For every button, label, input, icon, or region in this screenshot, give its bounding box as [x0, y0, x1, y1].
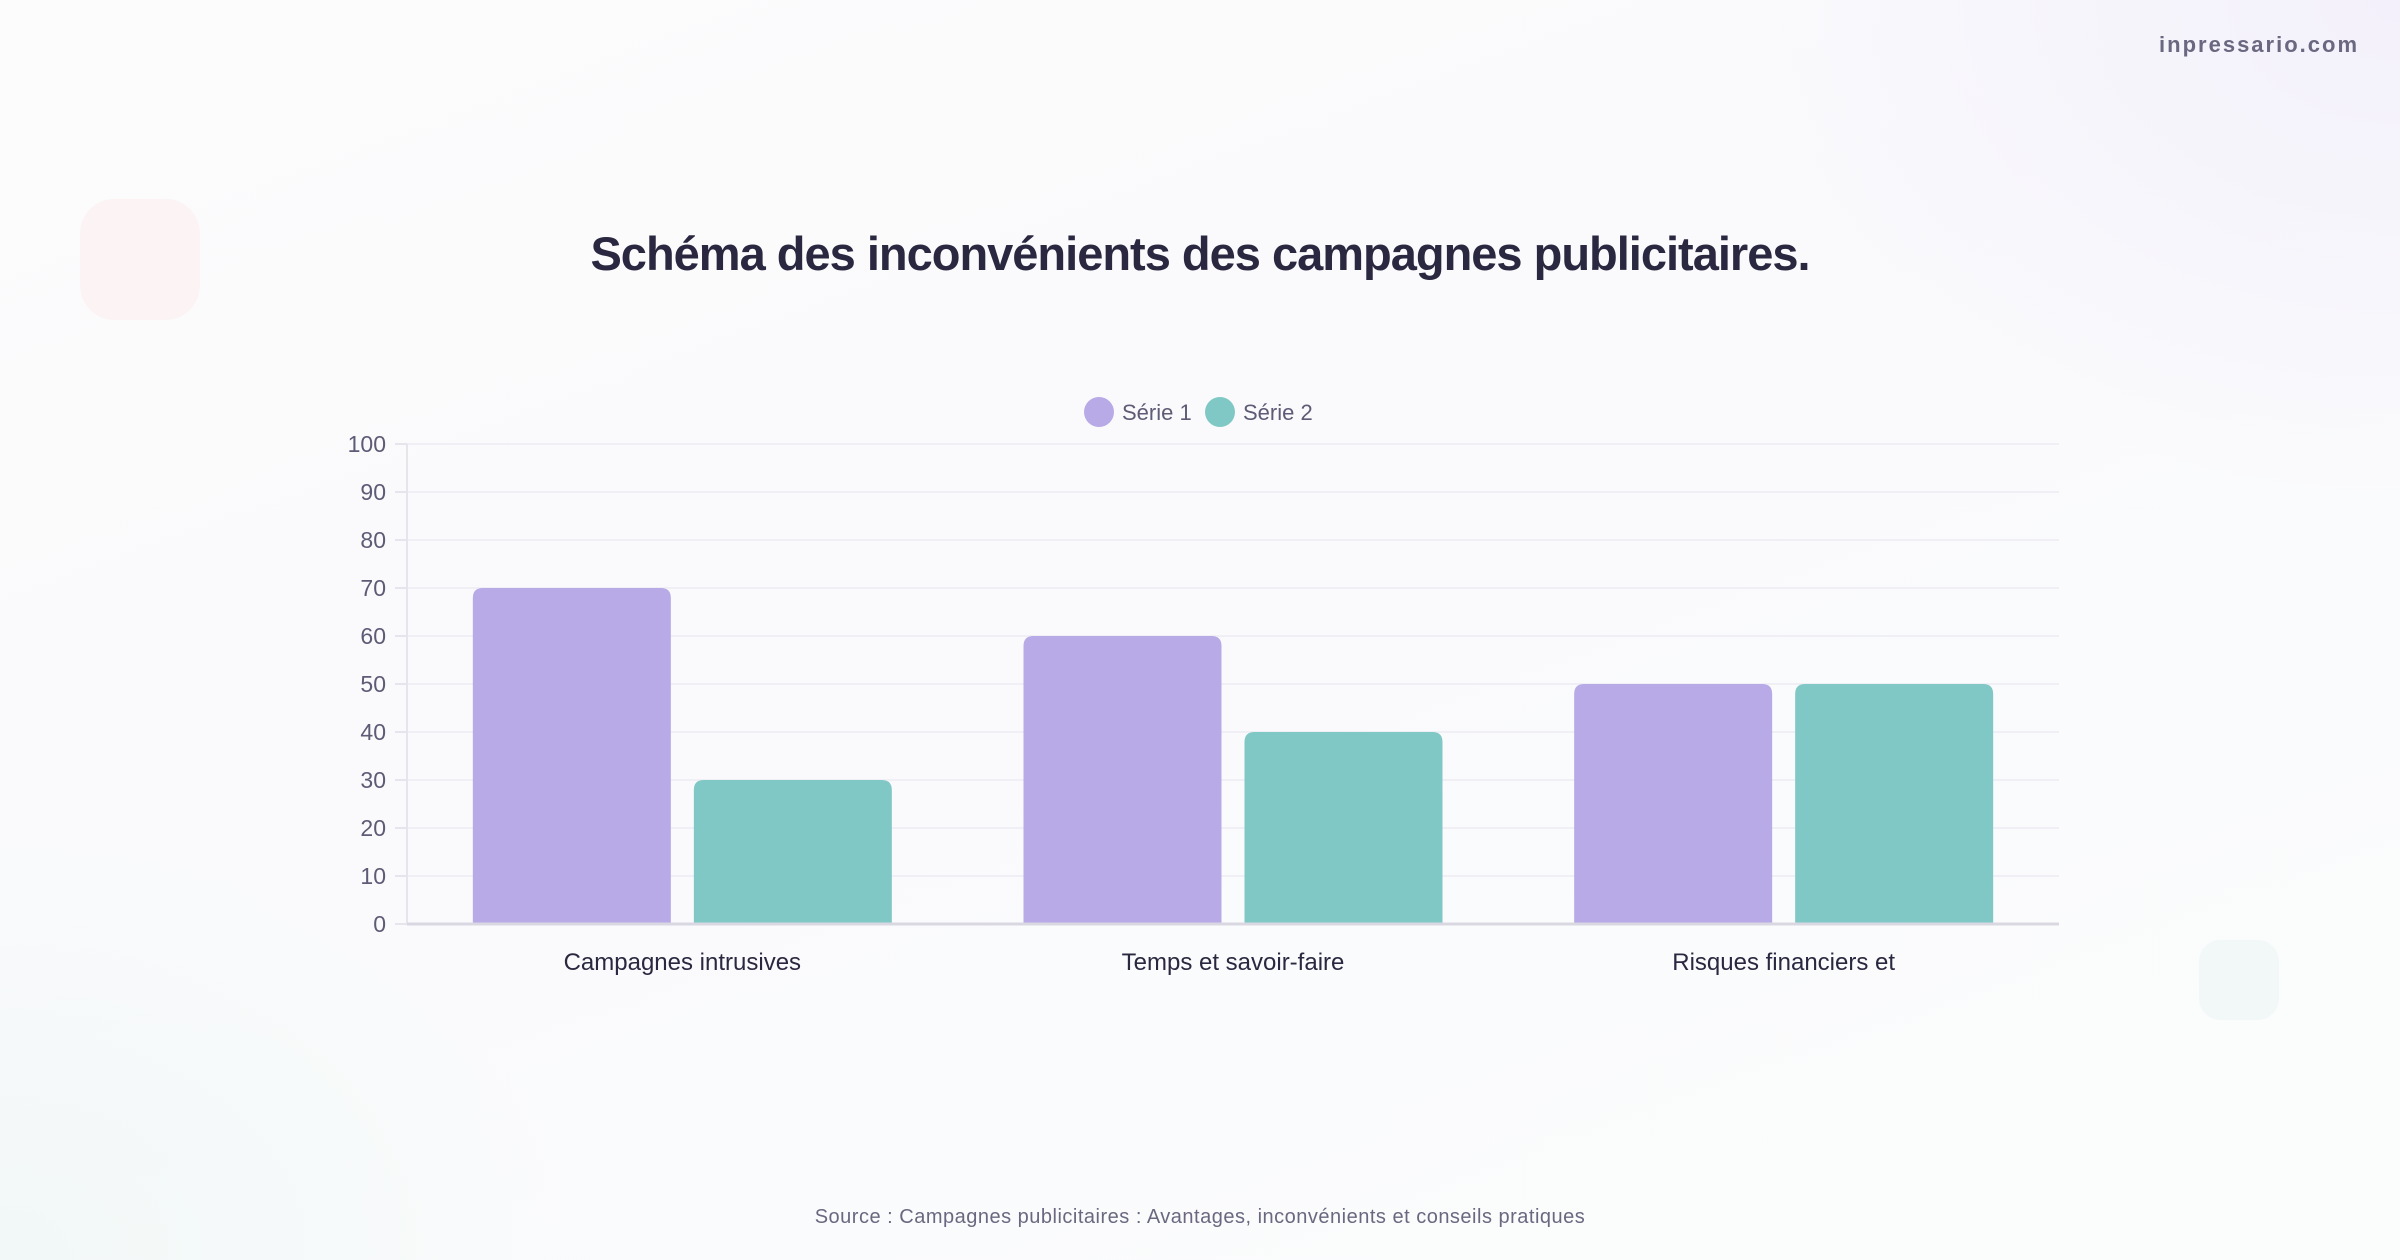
y-tick-label: 90: [360, 479, 386, 505]
y-tick-label: 100: [348, 431, 386, 457]
legend-swatch-icon: [1205, 397, 1235, 427]
legend-swatch-icon: [1084, 397, 1114, 427]
x-tick-label: Risques financiers et: [1672, 949, 1895, 976]
x-tick-label: Campagnes intrusives: [564, 949, 801, 976]
y-tick-label: 10: [360, 863, 386, 889]
source-caption: Source : Campagnes publicitaires : Avant…: [814, 1206, 1586, 1228]
y-tick-label: 80: [360, 527, 386, 553]
y-tick-label: 50: [360, 671, 386, 697]
y-tick-label: 70: [360, 575, 386, 601]
x-tick-label: Temps et savoir-faire: [1122, 949, 1345, 976]
bar-1-3: [1574, 684, 1773, 924]
legend-label: Série 1: [1122, 400, 1192, 425]
y-tick-label: 0: [373, 911, 386, 937]
y-tick-label: 30: [360, 767, 386, 793]
y-tick-label: 40: [360, 719, 386, 745]
brand-logo[interactable]: inpressario.com: [2159, 32, 2359, 57]
decorative-square: [2199, 940, 2279, 1020]
bar-1-2: [1023, 636, 1222, 924]
y-tick-label: 20: [360, 815, 386, 841]
legend-label: Série 2: [1243, 400, 1313, 425]
bar-2-2: [1244, 732, 1443, 924]
bar-2-3: [1795, 684, 1994, 924]
chart-title: Schéma des inconvénients des campagnes p…: [590, 227, 1810, 280]
legend-item-2[interactable]: Série 2: [1205, 397, 1313, 427]
decorative-square: [80, 199, 200, 320]
bar-2-1: [693, 780, 892, 924]
legend-item-1[interactable]: Série 1: [1084, 397, 1192, 427]
bar-1-1: [472, 588, 671, 924]
y-tick-label: 60: [360, 623, 386, 649]
